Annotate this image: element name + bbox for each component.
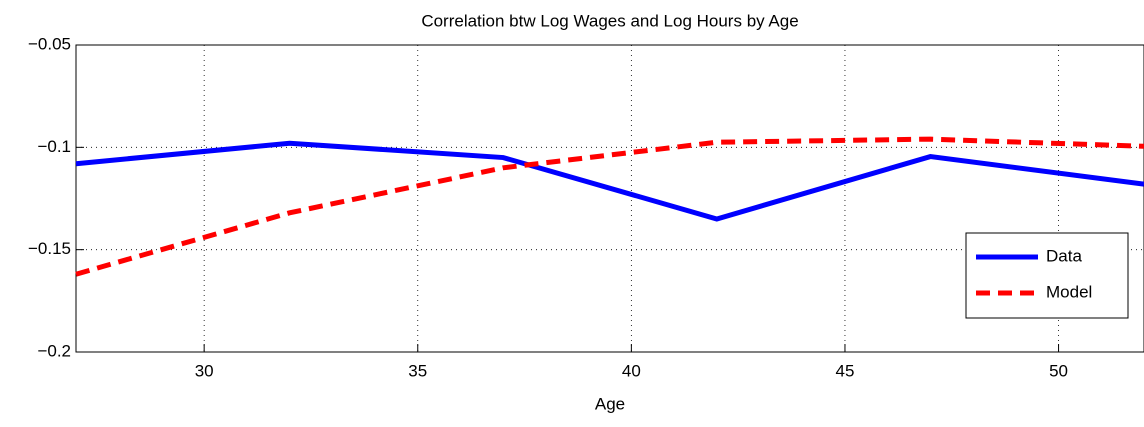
x-tick-label: 45 [835, 361, 854, 380]
y-tick-label: −0.1 [37, 137, 71, 156]
x-axis-label: Age [595, 394, 625, 413]
x-tick-label: 35 [408, 361, 427, 380]
x-tick-label: 30 [195, 361, 214, 380]
x-tick-label: 40 [622, 361, 641, 380]
legend-label: Model [1046, 282, 1092, 301]
series-line [75, 140, 1144, 222]
y-tick-label: −0.15 [28, 239, 71, 258]
legend-label: Data [1046, 246, 1082, 265]
x-tick-label: 50 [1049, 361, 1068, 380]
y-tick-label: −0.05 [28, 34, 71, 53]
y-tick-label: −0.2 [37, 341, 71, 360]
legend-box [965, 232, 1129, 319]
chart-title: Correlation btw Log Wages and Log Hours … [421, 11, 798, 30]
plot-frame [75, 44, 1144, 353]
series-line [75, 136, 1144, 277]
